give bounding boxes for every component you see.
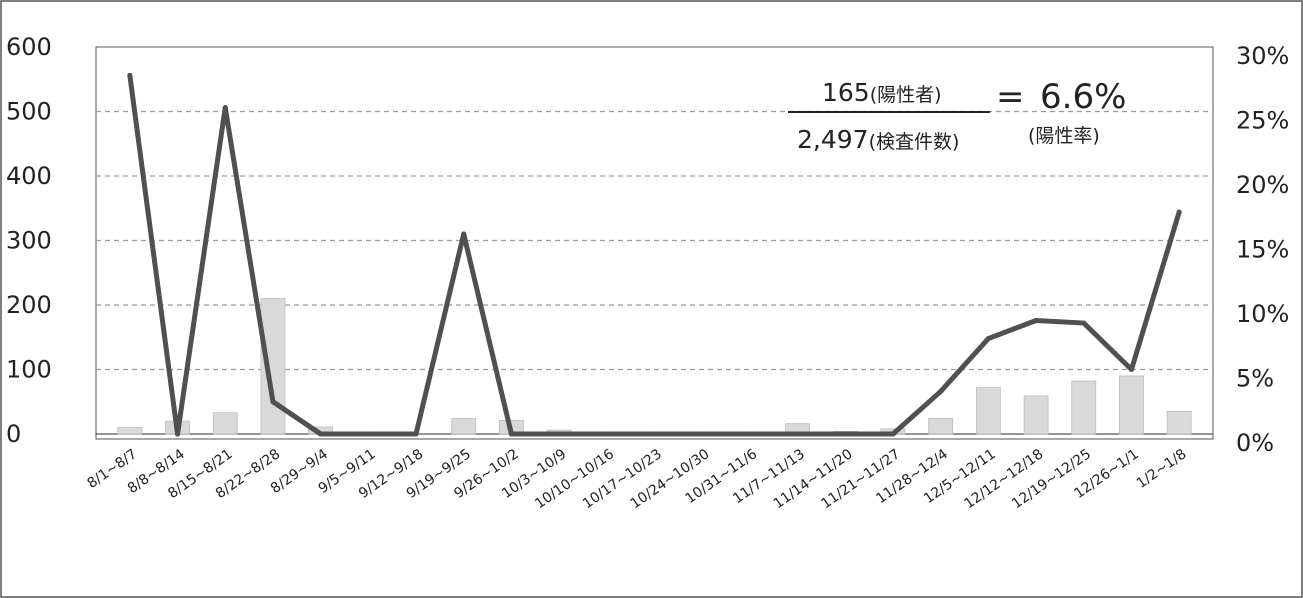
line-point — [938, 388, 944, 394]
line-point — [508, 431, 514, 437]
bar — [1071, 380, 1097, 435]
line-point — [175, 431, 181, 437]
line-point — [365, 431, 371, 437]
y-axis-left-ticks: 0 100 200 300 400 500 600 — [6, 33, 52, 448]
y2-tick-label: 25% — [1236, 107, 1289, 135]
line-point — [270, 399, 276, 405]
line-point — [842, 431, 848, 437]
bar — [928, 418, 954, 435]
y-tick-label: 500 — [6, 98, 52, 126]
line-point — [652, 431, 657, 437]
positivity-annotation: 165(陽性者) 2,497(検査件数) = 6.6% (陽性率) — [788, 77, 1126, 154]
line-point — [890, 431, 896, 437]
bar — [117, 427, 143, 435]
bar — [260, 298, 286, 435]
line-point — [318, 431, 324, 437]
y-axis-right-ticks: 0% 5% 10% 15% 20% 25% 30% — [1236, 42, 1289, 457]
annotation-result: 6.6% — [1040, 77, 1126, 117]
bar — [1166, 411, 1192, 435]
y-tick-label: 0 — [6, 420, 21, 448]
line-point — [1176, 209, 1182, 215]
line-point — [747, 431, 753, 437]
annotation-equals: = — [996, 77, 1025, 117]
plot-area-border — [95, 46, 1214, 440]
bar — [1023, 395, 1049, 435]
y-tick-label: 600 — [6, 33, 52, 61]
y2-tick-label: 10% — [1236, 300, 1289, 328]
line-point — [1033, 317, 1039, 323]
y-tick-label: 300 — [6, 227, 52, 255]
bar — [212, 412, 238, 435]
bar — [451, 418, 477, 435]
line-point — [699, 431, 705, 437]
bar — [1119, 375, 1144, 435]
line-point — [127, 72, 133, 78]
line-point — [222, 105, 228, 111]
line-point — [795, 431, 801, 437]
annotation-denominator: 2,497(検査件数) — [797, 125, 959, 154]
y-tick-label: 100 — [6, 356, 52, 384]
y2-tick-label: 0% — [1236, 429, 1274, 457]
line-point — [461, 231, 467, 237]
y-tick-label: 400 — [6, 162, 52, 190]
line-point — [604, 431, 610, 437]
line-point — [1128, 367, 1134, 372]
y2-tick-label: 5% — [1236, 365, 1274, 393]
y2-tick-label: 15% — [1236, 236, 1289, 264]
line-point — [556, 431, 562, 437]
line-point — [1081, 320, 1087, 326]
line-point — [985, 336, 991, 342]
y2-tick-label: 20% — [1236, 171, 1289, 199]
bar — [975, 387, 1001, 435]
line-point — [413, 431, 419, 437]
annotation-result-label: (陽性率) — [1028, 125, 1100, 147]
y-tick-label: 200 — [6, 291, 52, 319]
annotation-numerator: 165(陽性者) — [822, 78, 942, 107]
y2-tick-label: 30% — [1236, 42, 1289, 70]
line-series — [127, 72, 1182, 437]
